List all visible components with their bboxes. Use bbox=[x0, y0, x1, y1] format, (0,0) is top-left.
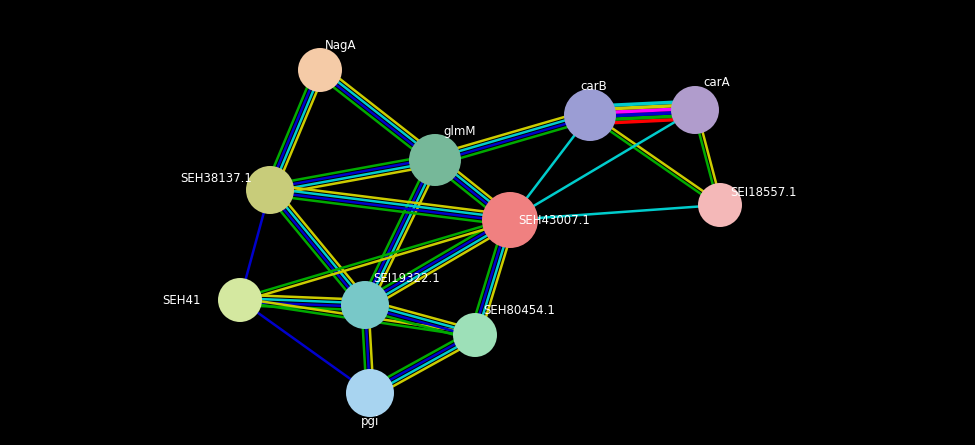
Circle shape bbox=[298, 48, 342, 92]
Text: SEH38137.1: SEH38137.1 bbox=[180, 171, 252, 185]
Circle shape bbox=[218, 278, 262, 322]
Circle shape bbox=[346, 369, 394, 417]
Circle shape bbox=[246, 166, 294, 214]
Text: SEH41: SEH41 bbox=[162, 294, 201, 307]
Circle shape bbox=[453, 313, 497, 357]
Text: SEH43007.1: SEH43007.1 bbox=[518, 214, 590, 227]
Circle shape bbox=[482, 192, 538, 248]
Text: SEI19322.1: SEI19322.1 bbox=[373, 272, 440, 286]
Text: carA: carA bbox=[703, 76, 729, 89]
Text: carB: carB bbox=[580, 81, 606, 93]
Text: glmM: glmM bbox=[443, 125, 476, 138]
Circle shape bbox=[409, 134, 461, 186]
Circle shape bbox=[341, 281, 389, 329]
Text: SEI18557.1: SEI18557.1 bbox=[730, 186, 797, 199]
Text: NagA: NagA bbox=[325, 39, 357, 52]
Circle shape bbox=[671, 86, 719, 134]
Circle shape bbox=[698, 183, 742, 227]
Text: pgi: pgi bbox=[361, 414, 379, 428]
Circle shape bbox=[564, 89, 616, 141]
Text: SEH80454.1: SEH80454.1 bbox=[483, 304, 555, 317]
